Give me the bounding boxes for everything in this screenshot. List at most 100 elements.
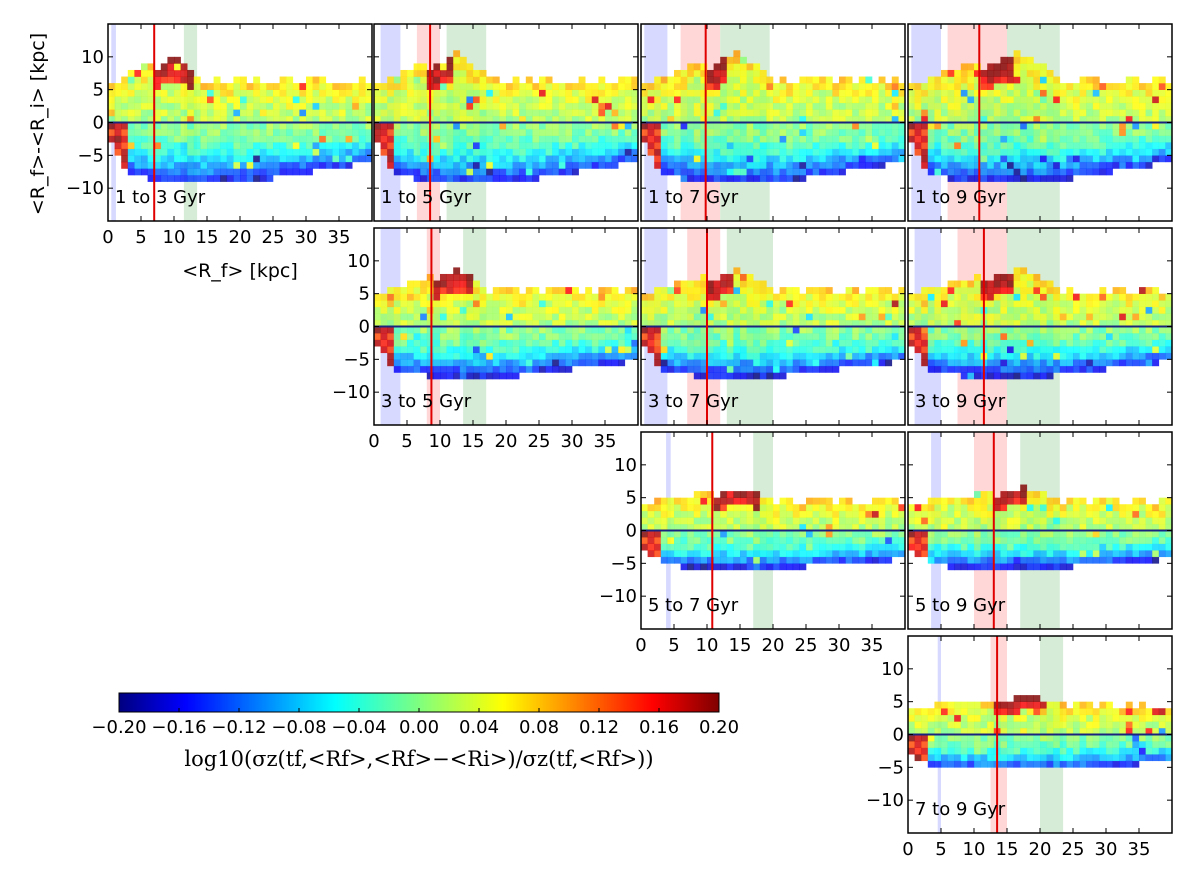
heatmap-cell	[865, 556, 873, 564]
heatmap-cell	[753, 556, 761, 564]
heatmap-cell	[819, 300, 827, 308]
heatmap-cell	[941, 319, 948, 327]
heatmap-cell	[1119, 287, 1127, 294]
heatmap-cell	[207, 168, 214, 176]
heatmap-cell	[611, 109, 619, 117]
heatmap-cell	[200, 102, 208, 110]
heatmap-cell	[141, 115, 148, 123]
heatmap-cell	[174, 129, 181, 136]
heatmap-cell	[253, 115, 261, 123]
heatmap-cell	[974, 273, 981, 281]
heatmap-cell	[967, 333, 975, 340]
heatmap-cell	[726, 306, 734, 314]
heatmap-cell	[473, 89, 480, 97]
heatmap-cell	[960, 517, 968, 525]
heatmap-cell	[947, 326, 955, 334]
heatmap-cell	[134, 96, 142, 104]
heatmap-cell	[499, 115, 507, 123]
heatmap-cell	[1132, 155, 1140, 163]
heatmap-cell	[654, 530, 662, 538]
heatmap-cell	[660, 497, 668, 505]
heatmap-cell	[506, 122, 513, 130]
heatmap-cell	[987, 96, 995, 104]
heatmap-cell	[740, 372, 747, 380]
heatmap-cell	[1092, 96, 1100, 104]
heatmap-cell	[1026, 352, 1034, 360]
heatmap-cell	[806, 109, 813, 117]
heatmap-cell	[1033, 523, 1041, 531]
heatmap-cell	[839, 142, 846, 150]
x-tick-label: 5	[135, 227, 146, 248]
heatmap-cell	[954, 161, 962, 169]
heatmap-cell	[532, 346, 540, 354]
heatmap-cell	[898, 550, 906, 558]
heatmap-cell	[713, 372, 721, 380]
heatmap-cell	[1040, 326, 1047, 334]
heatmap-cell	[825, 517, 833, 525]
heatmap-cell	[240, 122, 247, 130]
heatmap-cell	[479, 346, 487, 354]
heatmap-cell	[598, 122, 606, 130]
heatmap-cell	[466, 63, 474, 71]
heatmap-cell	[492, 109, 500, 117]
heatmap-cell	[680, 76, 688, 84]
heatmap-cell	[1073, 352, 1080, 360]
heatmap-cell	[773, 333, 780, 340]
y-tick-label: −5	[343, 349, 370, 370]
heatmap-cell	[1139, 96, 1146, 104]
heatmap-cell	[667, 300, 675, 308]
heatmap-cell	[647, 346, 655, 354]
heatmap-cell	[127, 129, 135, 136]
heatmap-cell	[1000, 135, 1008, 143]
heatmap-cell	[1086, 293, 1094, 301]
heatmap-cell	[819, 550, 827, 558]
heatmap-cell	[187, 115, 195, 123]
heatmap-cell	[898, 115, 906, 123]
heatmap-cell	[746, 175, 754, 182]
panel-label: 1 to 5 Gyr	[381, 187, 472, 208]
heatmap-cell	[506, 96, 513, 104]
heatmap-cell	[667, 339, 675, 347]
heatmap-cell	[740, 523, 747, 531]
heatmap-cell	[878, 326, 886, 334]
heatmap-cell	[693, 63, 701, 71]
heatmap-cell	[733, 333, 741, 340]
heatmap-cell	[240, 142, 247, 150]
heatmap-cell	[127, 135, 135, 143]
heatmap-cell	[667, 543, 675, 551]
heatmap-cell	[733, 326, 741, 334]
heatmap-cell	[585, 326, 593, 334]
heatmap-cell	[1026, 313, 1034, 321]
heatmap-cell	[446, 326, 454, 334]
heatmap-cell	[891, 523, 899, 531]
heatmap-cell	[539, 333, 546, 340]
heatmap-cell	[898, 333, 906, 340]
heatmap-cell	[1106, 89, 1113, 97]
heatmap-cell	[512, 333, 520, 340]
heatmap-cell	[578, 142, 586, 150]
heatmap-cell	[806, 89, 813, 97]
heatmap-cell	[539, 83, 546, 90]
heatmap-cell	[387, 148, 395, 156]
heatmap-cell	[1033, 129, 1041, 136]
heatmap-cell	[687, 537, 695, 544]
heatmap-cell	[279, 142, 287, 150]
heatmap-cell	[407, 83, 414, 90]
heatmap-cell	[974, 109, 981, 117]
heatmap-cell	[446, 155, 454, 163]
heatmap-cell	[585, 319, 593, 327]
y-tick-label: 10	[347, 251, 370, 272]
heatmap-cell	[512, 293, 520, 301]
heatmap-cell	[674, 300, 681, 308]
heatmap-cell	[980, 115, 988, 123]
heatmap-cell	[545, 359, 553, 367]
heatmap-cell	[365, 115, 373, 123]
heatmap-cell	[726, 517, 734, 525]
heatmap-cell	[440, 161, 447, 169]
heatmap-cell	[525, 365, 533, 373]
heatmap-cell	[967, 517, 975, 525]
heatmap-cell	[660, 300, 668, 308]
heatmap-cell	[746, 306, 754, 314]
heatmap-cell	[380, 115, 388, 123]
heatmap-cell	[253, 76, 261, 84]
